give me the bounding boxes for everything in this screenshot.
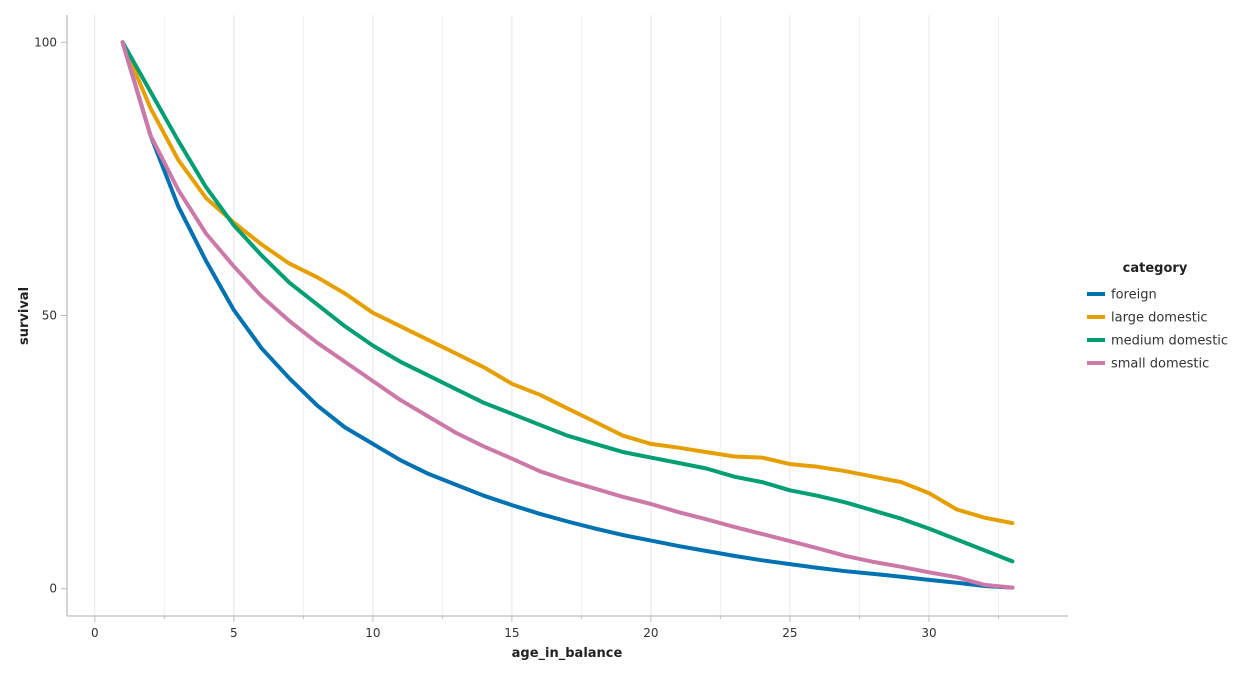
x-tick-label: 10 (365, 626, 380, 640)
x-tick-label: 0 (91, 626, 99, 640)
x-tick-label: 15 (504, 626, 519, 640)
legend-label: large domestic (1111, 311, 1208, 326)
legend-label: medium domestic (1111, 334, 1228, 349)
legend-title: category (1123, 261, 1188, 276)
y-tick-label: 0 (49, 582, 57, 596)
x-axis-title: age_in_balance (512, 646, 623, 661)
legend: category foreign large domestic medium dom… (1087, 261, 1228, 372)
y-axis-title: survival (17, 287, 32, 345)
legend-label: small domestic (1111, 357, 1209, 372)
series-line-foreign (120, 40, 1015, 590)
x-tick-label: 5 (230, 626, 238, 640)
x-tick-label: 30 (921, 626, 936, 640)
y-tick-label: 50 (42, 309, 57, 323)
grid-lines (94, 15, 999, 616)
legend-label: foreign (1111, 288, 1157, 303)
x-tick-label: 25 (782, 626, 797, 640)
series-lines (120, 40, 1015, 590)
series-line-large-domestic (120, 40, 1015, 526)
x-tick-label: 20 (643, 626, 658, 640)
tick-labels: 0 5 10 15 20 25 30 0 50 100 (34, 35, 937, 640)
y-tick-label: 100 (34, 35, 57, 49)
axes (61, 15, 1068, 622)
series-line-small-domestic (120, 40, 1015, 590)
series-line-medium-domestic (120, 40, 1015, 564)
